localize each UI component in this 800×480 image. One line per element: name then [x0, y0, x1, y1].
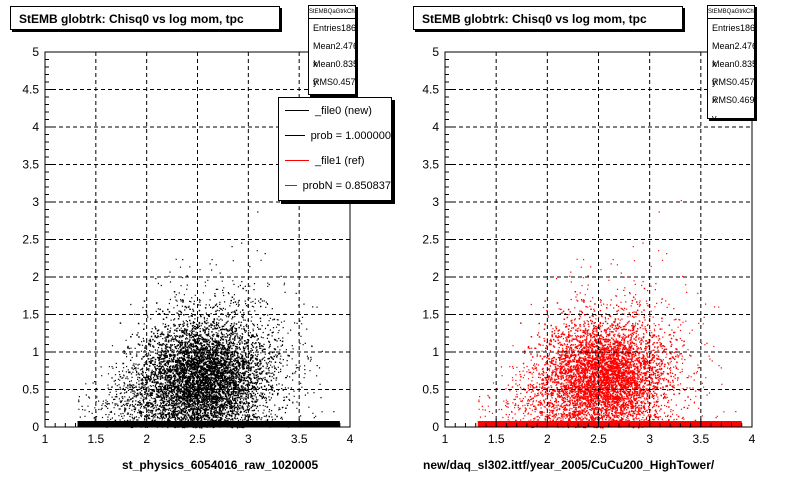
y-tick-label: 1.5 — [422, 308, 439, 322]
stats-value: 0.4575 — [732, 77, 755, 87]
plot-area-right: 1 1.5 2 2.5 3 3.5 4 0 0.5 1 1.5 2 2.5 3 3.5 4 4.5 5 — [422, 45, 755, 446]
x-tick-label: 1 — [42, 432, 49, 446]
stats-value: 0.4575 — [333, 77, 356, 87]
stats-row: Mean y0.8359 — [309, 55, 355, 87]
stats-row: Mean x 2.476 — [309, 37, 356, 69]
x-tick-label: 2 — [143, 432, 150, 446]
stats-label: Mean y — [712, 59, 735, 87]
legend-label: prob = 1.000000 — [310, 129, 391, 142]
x-tick-label: 2.5 — [189, 432, 206, 446]
stats-label: RMS x — [313, 77, 333, 87]
y-tick-label: 5 — [432, 45, 439, 59]
x-axis-title-right: new/daq_sl302.ittf/year_2005/CuCu200_Hig… — [423, 458, 715, 472]
y-tick-label: 4.5 — [422, 83, 439, 97]
legend-label: _file0 (new) — [315, 104, 372, 117]
scatter-points — [78, 200, 335, 429]
y-tick-label: 3.5 — [422, 158, 439, 172]
stats-row: Mean y0.8358 — [708, 55, 754, 87]
stats-row: RMS y0.4691 — [708, 91, 755, 119]
y-tick-label: 0.5 — [22, 383, 39, 397]
x-tick-label: 4 — [347, 432, 354, 446]
x-tick-label: 1 — [442, 432, 449, 446]
y-tick-label: 2.5 — [422, 233, 439, 247]
x-tick-label: 1.5 — [87, 432, 104, 446]
y-tick-label: 2 — [32, 270, 39, 284]
stats-row: Entries186298 — [708, 19, 754, 37]
y-tick-label: 1.5 — [22, 308, 39, 322]
x-tick-label: 1.5 — [488, 432, 505, 446]
ticks — [44, 51, 351, 428]
legend-line — [285, 185, 297, 186]
y-tick-label: 5 — [32, 45, 39, 59]
y-tick-label: 3.5 — [22, 158, 39, 172]
stats-label: Entries — [712, 23, 741, 33]
stats-value: 2.476 — [335, 41, 356, 51]
x-tick-label: 4 — [749, 432, 756, 446]
y-tick-label: 4.5 — [22, 83, 39, 97]
scatter-band — [77, 421, 340, 427]
stats-label: RMS y — [712, 95, 732, 119]
y-tick-label: 4 — [32, 120, 39, 134]
legend-entry: _file0 (new) — [279, 98, 391, 123]
ticks — [444, 51, 753, 428]
stats-label: Mean x — [313, 41, 336, 69]
scatter-cloud — [477, 200, 742, 429]
stats-name-left: StEMBQaGtrkChi0MomT — [309, 6, 355, 19]
scatter-band — [477, 421, 742, 427]
stats-value: 0.4691 — [732, 95, 755, 105]
stats-name-right: StEMBQaGtrkChi0MomT — [708, 6, 754, 19]
chart-title-left: StEMB globtrk: Chisq0 vs log mom, tpc — [10, 6, 280, 30]
scatter-points — [478, 200, 737, 429]
x-tick-label: 3 — [245, 432, 252, 446]
x-tick-label: 3 — [646, 432, 653, 446]
legend-left: _file0 (new) prob = 1.000000 _file1 (ref… — [278, 97, 392, 201]
legend-line — [285, 110, 309, 111]
legend-line — [285, 160, 309, 161]
y-tick-label: 3 — [32, 195, 39, 209]
stats-row: Mean x 2.476 — [708, 37, 755, 69]
y-tick-label: 0 — [32, 420, 39, 434]
legend-line — [285, 135, 305, 136]
stats-label: Mean y — [313, 59, 336, 87]
stats-value: 186704 — [341, 23, 356, 33]
y-tick-label: 3 — [432, 195, 439, 209]
stats-row: RMS x0.4575 — [708, 73, 755, 105]
grid — [445, 52, 752, 427]
stats-row: Entries186704 — [309, 19, 355, 37]
legend-entry: probN = 0.850837 — [279, 173, 391, 198]
x-tick-label: 3.5 — [692, 432, 709, 446]
scatter-cloud — [77, 200, 340, 429]
y-tick-label: 4 — [432, 120, 439, 134]
legend-entry: prob = 1.000000 — [279, 123, 391, 148]
y-tick-label: 0.5 — [422, 383, 439, 397]
legend-label: probN = 0.850837 — [302, 179, 391, 192]
stats-value: 0.8359 — [335, 59, 355, 69]
x-axis-title-left: st_physics_6054016_raw_1020005 — [122, 458, 319, 472]
y-tick-label: 0 — [432, 420, 439, 434]
stats-label: RMS x — [712, 77, 732, 105]
stats-value: 0.8358 — [734, 59, 754, 69]
y-tick-label: 1 — [432, 345, 439, 359]
y-tick-label: 1 — [32, 345, 39, 359]
stats-value: 186298 — [740, 23, 755, 33]
x-tick-label: 2.5 — [590, 432, 607, 446]
stats-label: Mean x — [712, 41, 735, 69]
chart-title-right: StEMB globtrk: Chisq0 vs log mom, tpc — [413, 6, 683, 30]
stats-value: 2.476 — [734, 41, 755, 51]
stats-box-right: StEMBQaGtrkChi0MomT Entries186298 Mean x… — [707, 5, 755, 119]
stats-label: Entries — [313, 23, 342, 33]
legend-entry: _file1 (ref) — [279, 148, 391, 173]
stats-box-left: StEMBQaGtrkChi0MomT Entries186704 Mean x… — [308, 5, 356, 95]
x-tick-label: 2 — [544, 432, 551, 446]
x-tick-label: 3.5 — [291, 432, 308, 446]
stats-row: RMS x0.4575 — [309, 73, 355, 91]
y-tick-label: 2 — [432, 270, 439, 284]
y-tick-label: 2.5 — [22, 233, 39, 247]
legend-label: _file1 (ref) — [315, 154, 365, 167]
